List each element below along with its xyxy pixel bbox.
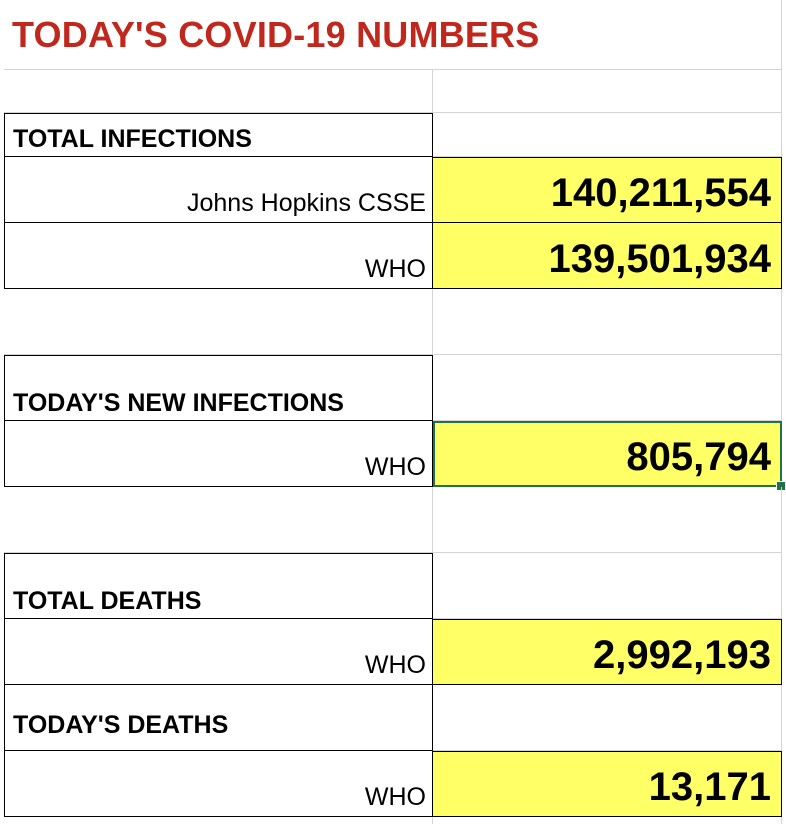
section-header-cell[interactable]: TODAY'S DEATHS: [4, 685, 433, 751]
data-row: WHO 2,992,193: [0, 619, 786, 685]
title-cell[interactable]: TODAY'S COVID-19 NUMBERS: [4, 0, 782, 70]
source-cell[interactable]: WHO: [4, 223, 433, 289]
todays-deaths-who-value: 13,171: [648, 765, 771, 809]
source-cell[interactable]: Johns Hopkins CSSE: [4, 157, 433, 223]
grid-cell[interactable]: [433, 553, 782, 619]
source-label: WHO: [364, 651, 426, 679]
sheet-title: TODAY'S COVID-19 NUMBERS: [12, 14, 540, 55]
source-label: Johns Hopkins CSSE: [186, 189, 426, 217]
data-row: WHO 139,501,934: [0, 223, 786, 289]
section-header-row: TOTAL INFECTIONS: [0, 113, 786, 157]
empty-row: [0, 289, 786, 355]
section-header-row: TODAY'S DEATHS: [0, 685, 786, 751]
empty-row: [0, 70, 786, 113]
grid-cell[interactable]: [433, 70, 782, 113]
source-cell[interactable]: WHO: [4, 421, 433, 487]
new-infections-heading: TODAY'S NEW INFECTIONS: [13, 389, 344, 417]
grid-cell[interactable]: [433, 289, 782, 355]
selected-value-cell[interactable]: 805,794: [433, 421, 786, 491]
empty-row: [0, 487, 786, 553]
source-cell[interactable]: WHO: [4, 751, 433, 817]
total-infections-heading: TOTAL INFECTIONS: [13, 125, 252, 153]
section-header-cell[interactable]: TOTAL DEATHS: [4, 553, 433, 619]
title-row: TODAY'S COVID-19 NUMBERS: [0, 0, 786, 70]
total-infections-who-value: 139,501,934: [548, 237, 771, 281]
total-deaths-who-value: 2,992,193: [593, 633, 771, 677]
grid-cell[interactable]: [4, 487, 433, 553]
empty-row: [0, 817, 786, 824]
data-row: WHO 13,171: [0, 751, 786, 817]
section-header-cell[interactable]: TODAY'S NEW INFECTIONS: [4, 355, 433, 421]
section-header-cell[interactable]: TOTAL INFECTIONS: [4, 113, 433, 157]
grid-cell[interactable]: [433, 685, 782, 751]
source-cell[interactable]: WHO: [4, 619, 433, 685]
source-label: WHO: [364, 783, 426, 811]
section-header-row: TODAY'S NEW INFECTIONS: [0, 355, 786, 421]
value-cell[interactable]: 2,992,193: [433, 619, 782, 685]
total-infections-jhu-value: 140,211,554: [550, 171, 771, 215]
grid-cell[interactable]: [4, 289, 433, 355]
source-label: WHO: [364, 453, 426, 481]
grid-cell[interactable]: [433, 817, 782, 824]
new-infections-who-value: 805,794: [626, 435, 771, 479]
value-cell[interactable]: 13,171: [433, 751, 782, 817]
todays-deaths-heading: TODAY'S DEATHS: [13, 711, 229, 739]
grid-cell[interactable]: [433, 487, 782, 553]
grid-cell[interactable]: [4, 70, 433, 113]
value-cell[interactable]: 140,211,554: [433, 157, 782, 223]
data-row: WHO 805,794: [0, 421, 786, 491]
grid-cell[interactable]: [433, 113, 782, 157]
source-label: WHO: [364, 255, 426, 283]
value-cell[interactable]: 139,501,934: [433, 223, 782, 289]
section-header-row: TOTAL DEATHS: [0, 553, 786, 619]
grid-cell[interactable]: [433, 355, 782, 421]
grid-cell[interactable]: [4, 817, 433, 824]
data-row: Johns Hopkins CSSE 140,211,554: [0, 157, 786, 223]
total-deaths-heading: TOTAL DEATHS: [13, 587, 202, 615]
